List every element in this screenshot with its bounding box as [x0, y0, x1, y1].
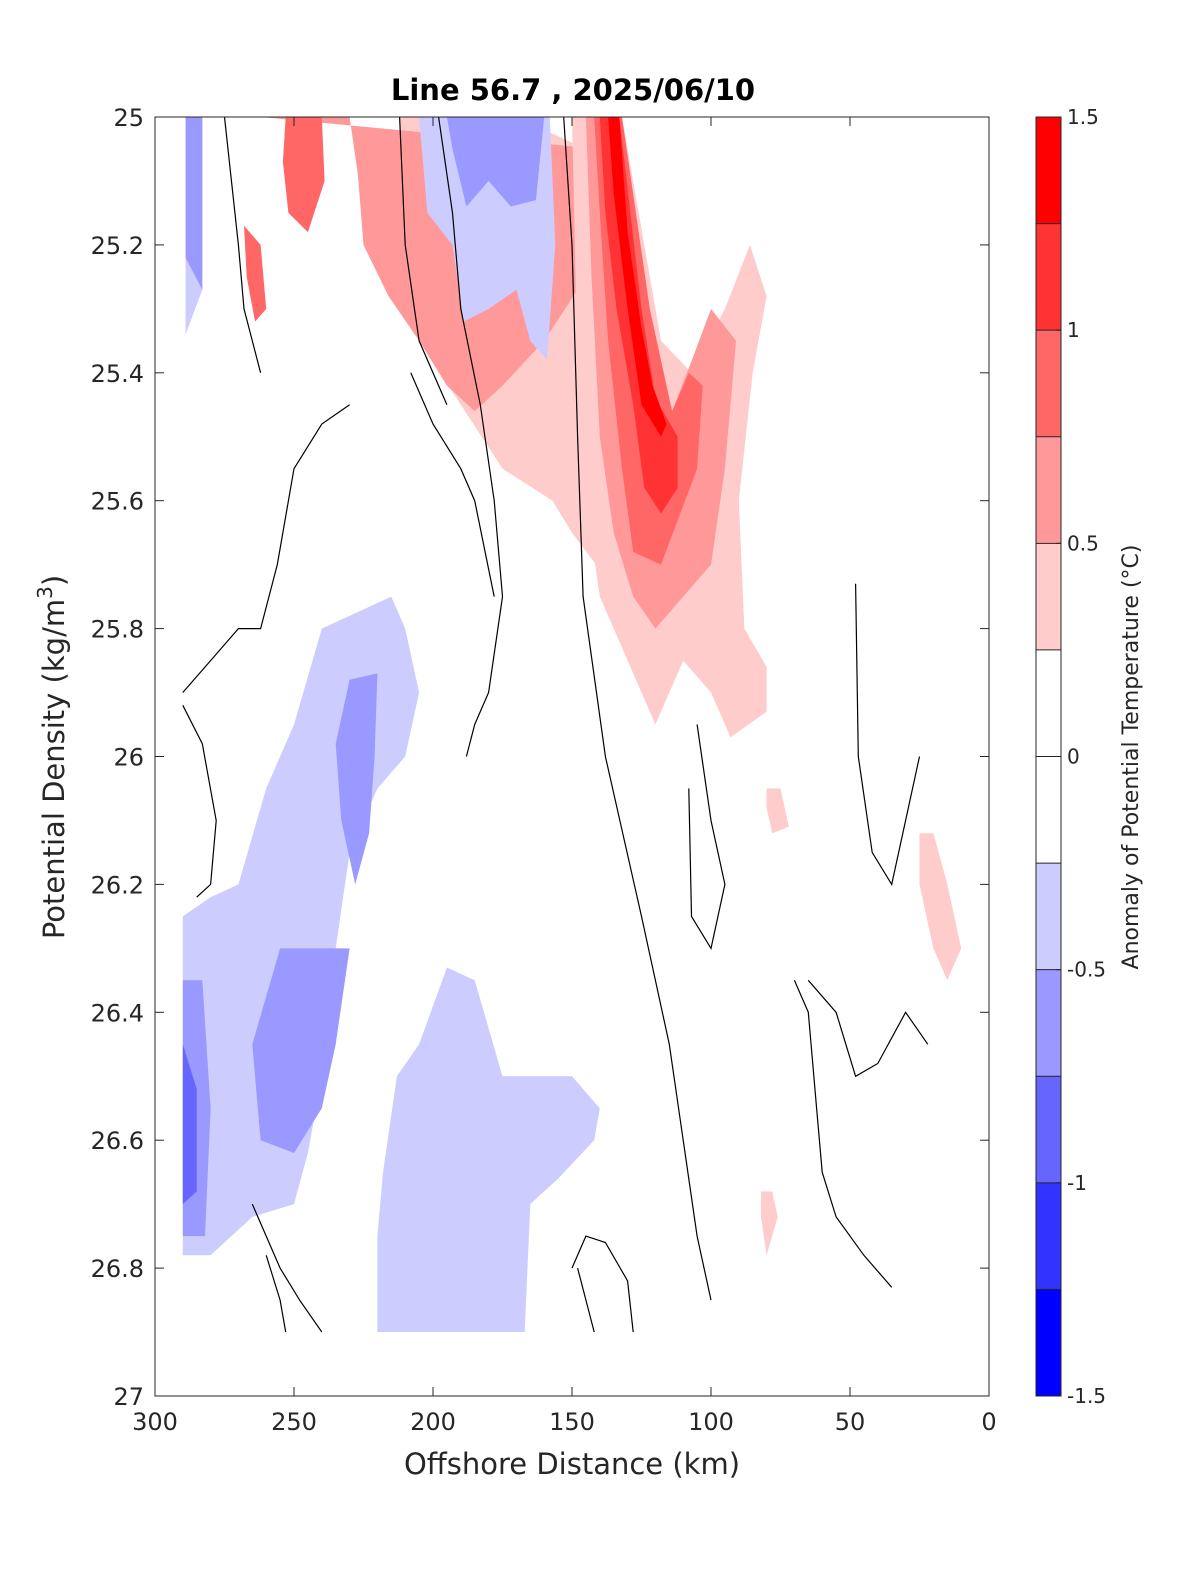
contour-region-warm-west-core-b [244, 225, 267, 322]
y-axis-label: Potential Density (kg/m3) [33, 575, 71, 939]
colorbar-levels [1036, 117, 1061, 1396]
contour-region-warm-east-peak [608, 117, 667, 437]
zero-contour-zc-far-east-3 [807, 979, 929, 1078]
contour-region-warm-patch-a [766, 788, 789, 834]
zero-contour-zc-west-low [182, 705, 217, 898]
y-tick-label-4: 25.8 [91, 616, 144, 644]
colorbar-level-4 [1036, 863, 1061, 970]
y-tick-group: 25 25.2 25.4 25.6 25.8 26 26.2 26.4 26.6 26.8 27 [91, 104, 989, 1411]
colorbar-tick-label-2: -0.5 [1067, 958, 1106, 982]
y-tick-label-2: 25.4 [91, 360, 144, 388]
colorbar-level-1 [1036, 1182, 1061, 1290]
contour-fill-group [182, 117, 962, 1332]
y-axis-label-superscript: 3 [33, 586, 57, 599]
zero-contour-zc-east-1 [563, 116, 712, 1301]
y-tick-label-9: 26.8 [91, 1255, 144, 1283]
colorbar-level-7 [1036, 543, 1061, 650]
zero-contour-zc-west-2 [399, 116, 448, 406]
colorbar-level-6 [1036, 649, 1061, 757]
colorbar-level-9 [1036, 330, 1061, 437]
colorbar-level-8 [1036, 436, 1061, 544]
x-tick-label-0: 300 [132, 1408, 178, 1436]
zero-contour-zc-center-1 [438, 116, 504, 757]
colorbar-tick-label-0: -1.5 [1067, 1384, 1106, 1408]
colorbar-tick-label-5: 1 [1067, 318, 1080, 342]
y-tick-label-0: 25 [113, 104, 144, 132]
x-tick-group: 300 250 200 150 100 50 0 [132, 117, 997, 1436]
zero-contour-zc-far-east-1 [855, 583, 921, 886]
zero-contour-zc-mid-1 [410, 372, 495, 597]
zero-contour-zc-far-east-2 [793, 980, 893, 1288]
colorbar-level-0 [1036, 1289, 1061, 1396]
zero-contour-zc-east-2 [688, 724, 726, 950]
y-axis-label-main: Potential Density (kg/m [37, 599, 71, 939]
colorbar-label: Anomaly of Potential Temperature (°C) [1119, 545, 1144, 970]
zero-contour-zc-south-1 [251, 1203, 323, 1333]
contour-region-cold-core-west-top [185, 117, 203, 290]
x-tick-label-1: 250 [271, 1408, 317, 1436]
y-tick-label-1: 25.2 [91, 232, 144, 260]
colorbar-tick-label-4: 0.5 [1067, 531, 1099, 555]
contour-region-cold-south [377, 967, 600, 1332]
contour-region-warm-west-core-a [282, 117, 325, 233]
y-tick-label-3: 25.6 [91, 488, 144, 516]
y-tick-label-10: 27 [113, 1383, 144, 1411]
y-tick-label-5: 26 [113, 744, 144, 772]
y-axis-label-close: ) [37, 575, 71, 586]
colorbar-tick-label-6: 1.5 [1067, 105, 1099, 129]
colorbar-tick-label-1: -1 [1067, 1171, 1087, 1195]
x-tick-label-2: 200 [410, 1408, 456, 1436]
colorbar-level-10 [1036, 223, 1061, 331]
y-tick-label-8: 26.6 [91, 1127, 144, 1155]
contour-region-warm-patch-c [761, 1191, 778, 1256]
zero-contour-zc-west-1 [223, 116, 262, 373]
x-tick-label-5: 50 [835, 1408, 866, 1436]
y-tick-label-6: 26.2 [91, 871, 144, 899]
zero-contour-zc-mid-2 [182, 404, 350, 693]
colorbar: -1.5 -1 -0.5 0 0.5 1 1.5 Anomaly of Potential … [1035, 105, 1144, 1408]
x-tick-label-4: 100 [688, 1408, 734, 1436]
contour-region-cold-mid-core-a [335, 673, 378, 885]
contour-region-cold-central-top-core [446, 117, 545, 207]
colorbar-tick-label-3: 0 [1067, 745, 1080, 769]
x-tick-label-3: 150 [549, 1408, 595, 1436]
chart-title: Line 56.7 , 2025/06/10 [391, 73, 755, 107]
contour-region-cold-west-deep-core [182, 1044, 197, 1205]
colorbar-level-2 [1036, 1076, 1061, 1183]
x-tick-label-6: 0 [981, 1408, 996, 1436]
contour-region-cold-mid-core-b [252, 948, 350, 1153]
zero-contour-group [182, 116, 929, 1333]
colorbar-level-11 [1036, 117, 1061, 224]
plot-area: 300 250 200 150 100 50 0 2525.225.425.625.8262… [91, 104, 997, 1436]
colorbar-level-5 [1036, 756, 1061, 864]
zero-contour-zc-south-2 [265, 1255, 287, 1333]
zero-contour-zc-south-4 [577, 1267, 595, 1333]
zero-contour-zc-south-3 [571, 1235, 634, 1333]
colorbar-level-3 [1036, 969, 1061, 1077]
y-tick-label-7: 26.4 [91, 999, 144, 1027]
contour-region-warm-patch-b [919, 833, 962, 981]
colorbar-ticks: -1.5 -1 -0.5 0 0.5 1 1.5 [1056, 105, 1106, 1408]
x-axis-label: Offshore Distance (km) [404, 1447, 740, 1481]
